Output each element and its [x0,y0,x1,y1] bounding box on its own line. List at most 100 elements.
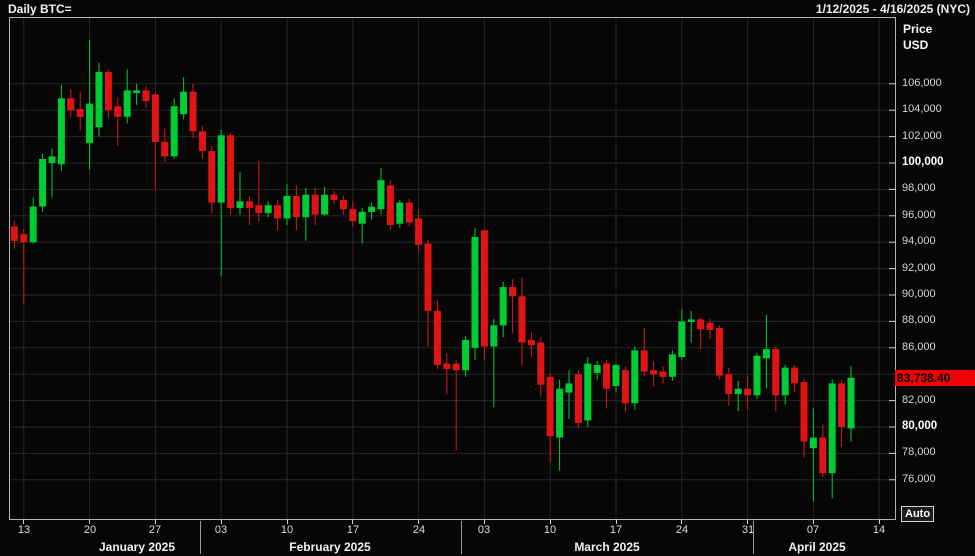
candle [198,126,206,159]
candle [48,148,56,198]
day-tick-label: 13 [17,524,31,536]
candle [227,132,235,215]
price-tick-label: 102,000 [902,130,942,142]
last-price-badge: 83,738.40 [895,370,975,386]
candle [255,161,263,222]
candle [725,367,733,406]
candle [668,350,676,381]
candle [574,370,582,429]
candle [133,83,141,105]
candle [781,365,789,405]
candle [180,77,188,120]
candle [819,424,827,478]
candle [142,86,150,108]
time-tick-mark [23,520,24,524]
day-tick-label: 17 [609,524,623,536]
candle [76,91,84,130]
candle [386,180,394,231]
candle [114,97,122,146]
price-axis-unit: USD [903,38,929,52]
candle [151,91,159,190]
time-tick-mark [813,520,814,524]
candle [603,359,611,409]
candle [452,359,460,451]
candle [321,186,329,216]
candle [518,277,526,365]
candle [283,184,291,225]
price-tick-label: 78,000 [902,446,936,458]
candle [39,153,47,212]
day-tick-label: 07 [806,524,820,536]
time-tick-mark [484,520,485,524]
candle [104,69,112,119]
candle [621,366,629,413]
price-tick-label: 86,000 [902,341,936,353]
day-tick-label: 24 [675,524,689,536]
plot-frame [9,17,896,520]
day-tick-label: 24 [412,524,426,536]
candle [462,335,470,377]
month-label: March 2025 [574,540,640,554]
time-tick-mark [155,520,156,524]
time-tick-mark [287,520,288,524]
time-tick-mark [418,520,419,524]
candle [612,363,620,393]
candle [678,309,686,360]
candle [67,89,75,117]
price-tick-label: 94,000 [902,235,936,247]
candle [274,200,282,231]
plot-canvas[interactable] [9,17,896,520]
price-tick-label: 106,000 [902,77,942,89]
day-tick-label: 17 [346,524,360,536]
time-tick-mark [352,520,353,524]
candle [593,361,601,380]
candle [838,379,846,447]
candle [330,190,338,204]
candle [650,361,658,387]
day-tick-label: 10 [543,524,557,536]
candle [640,328,648,376]
candle [706,318,714,339]
candle [29,197,37,244]
auto-scale-button[interactable]: Auto [901,506,935,522]
candle [687,310,695,343]
candle [349,201,357,227]
month-label: April 2025 [788,540,846,554]
price-tick-label: 92,000 [902,262,936,274]
candle [443,353,451,394]
candle [208,145,216,214]
candle [471,227,479,360]
candle [753,353,761,400]
candle [86,39,94,170]
price-tick-label: 100,000 [902,156,944,168]
price-tick-label: 82,000 [902,394,936,406]
candle [631,346,639,410]
time-tick-mark [879,520,880,524]
time-tick-mark [89,520,90,524]
candle [828,379,836,499]
day-tick-label: 10 [280,524,294,536]
candle [405,198,413,227]
candle [490,318,498,408]
candle [245,196,253,225]
month-label: February 2025 [289,540,371,554]
time-tick-mark [681,520,682,524]
price-tick-label: 98,000 [902,182,936,194]
month-separator [753,521,754,554]
day-tick-label: 20 [83,524,97,536]
candle [556,379,564,471]
candle [565,370,573,420]
candle [292,185,300,231]
candle [762,314,770,389]
candle [734,380,742,412]
candle [744,375,752,410]
candle [791,365,799,393]
candle [424,239,432,347]
date-range-label: 1/12/2025 - 4/16/2025 (NYC) [815,2,970,16]
candle [170,98,178,159]
candle [302,188,310,241]
month-separator [200,521,201,554]
candle [95,62,103,137]
candle [377,168,385,215]
